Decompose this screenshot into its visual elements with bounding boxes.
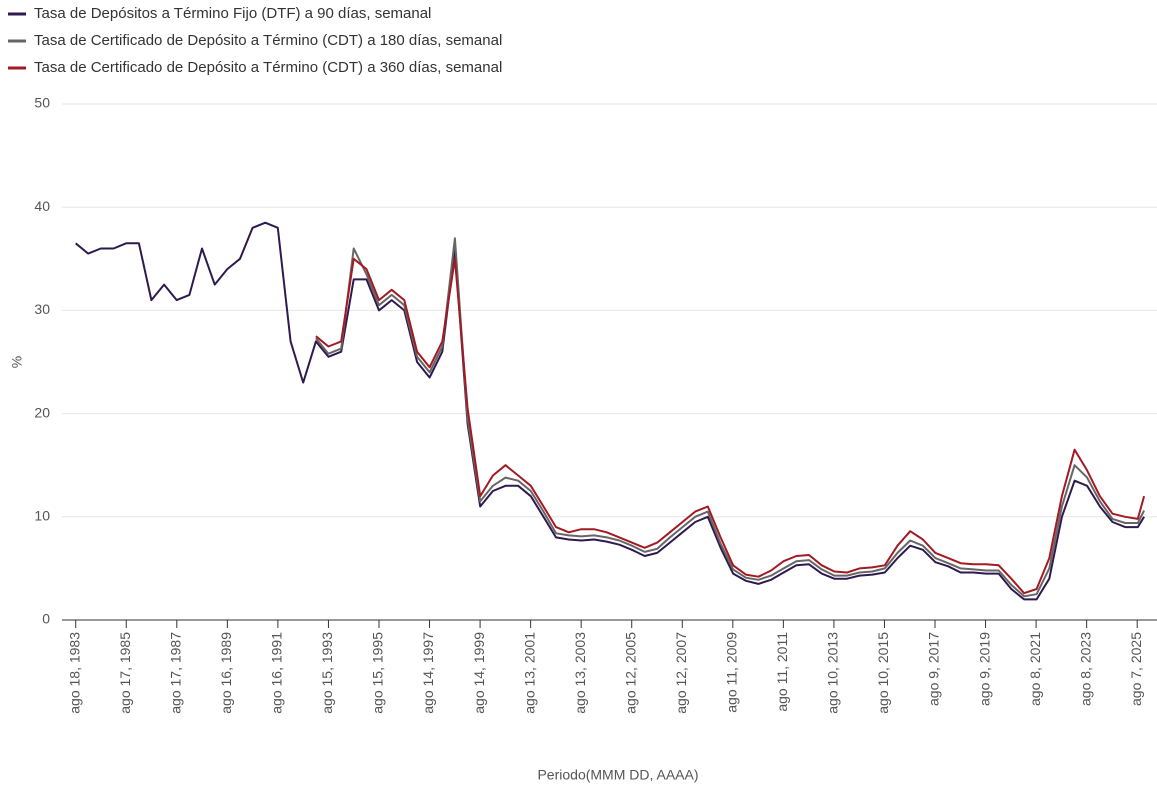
x-tick-label: ago 15, 1993 xyxy=(319,632,335,714)
x-tick-label: ago 13, 2001 xyxy=(521,632,537,714)
y-tick-label: 30 xyxy=(34,301,50,317)
x-tick-label: ago 9, 2019 xyxy=(976,632,992,706)
x-tick-label: ago 9, 2017 xyxy=(926,632,942,706)
x-tick-label: ago 17, 1985 xyxy=(117,632,133,714)
x-tick-label: ago 8, 2023 xyxy=(1077,632,1093,706)
legend-label: Tasa de Depósitos a Término Fijo (DTF) a… xyxy=(34,5,431,22)
x-tick-label: ago 11, 2011 xyxy=(774,632,790,712)
y-tick-label: 10 xyxy=(34,508,50,524)
x-tick-label: ago 11, 2009 xyxy=(724,632,740,713)
x-tick-label: ago 18, 1983 xyxy=(66,632,82,714)
y-tick-label: 0 xyxy=(42,611,50,627)
x-axis-title: Periodo(MMM DD, AAAA) xyxy=(537,767,698,783)
series-line xyxy=(315,257,1146,595)
x-tick-label: ago 8, 2021 xyxy=(1027,632,1043,706)
x-tick-label: ago 7, 2025 xyxy=(1128,632,1144,706)
x-tick-label: ago 16, 1991 xyxy=(269,632,285,714)
x-tick-label: ago 12, 2005 xyxy=(622,632,638,714)
x-tick-label: ago 16, 1989 xyxy=(218,632,234,714)
x-tick-label: ago 15, 1995 xyxy=(370,632,386,714)
y-tick-label: 50 xyxy=(34,95,50,111)
x-tick-label: ago 17, 1987 xyxy=(168,632,184,714)
x-tick-label: ago 10, 2013 xyxy=(825,632,841,714)
legend-label: Tasa de Certificado de Depósito a Términ… xyxy=(34,59,502,76)
x-tick-label: ago 10, 2015 xyxy=(875,632,891,714)
legend: Tasa de Depósitos a Término Fijo (DTF) a… xyxy=(8,5,502,76)
y-tick-label: 20 xyxy=(34,404,50,420)
x-tick-label: ago 12, 2007 xyxy=(673,632,689,714)
y-tick-label: 40 xyxy=(34,198,50,214)
legend-label: Tasa de Certificado de Depósito a Términ… xyxy=(34,32,502,49)
x-tick-label: ago 13, 2003 xyxy=(572,632,588,714)
x-tick-label: ago 14, 1997 xyxy=(420,632,436,714)
series-line xyxy=(75,221,1145,601)
series-line xyxy=(315,237,1145,598)
y-axis-title: % xyxy=(9,356,25,368)
x-tick-label: ago 14, 1999 xyxy=(471,632,487,714)
